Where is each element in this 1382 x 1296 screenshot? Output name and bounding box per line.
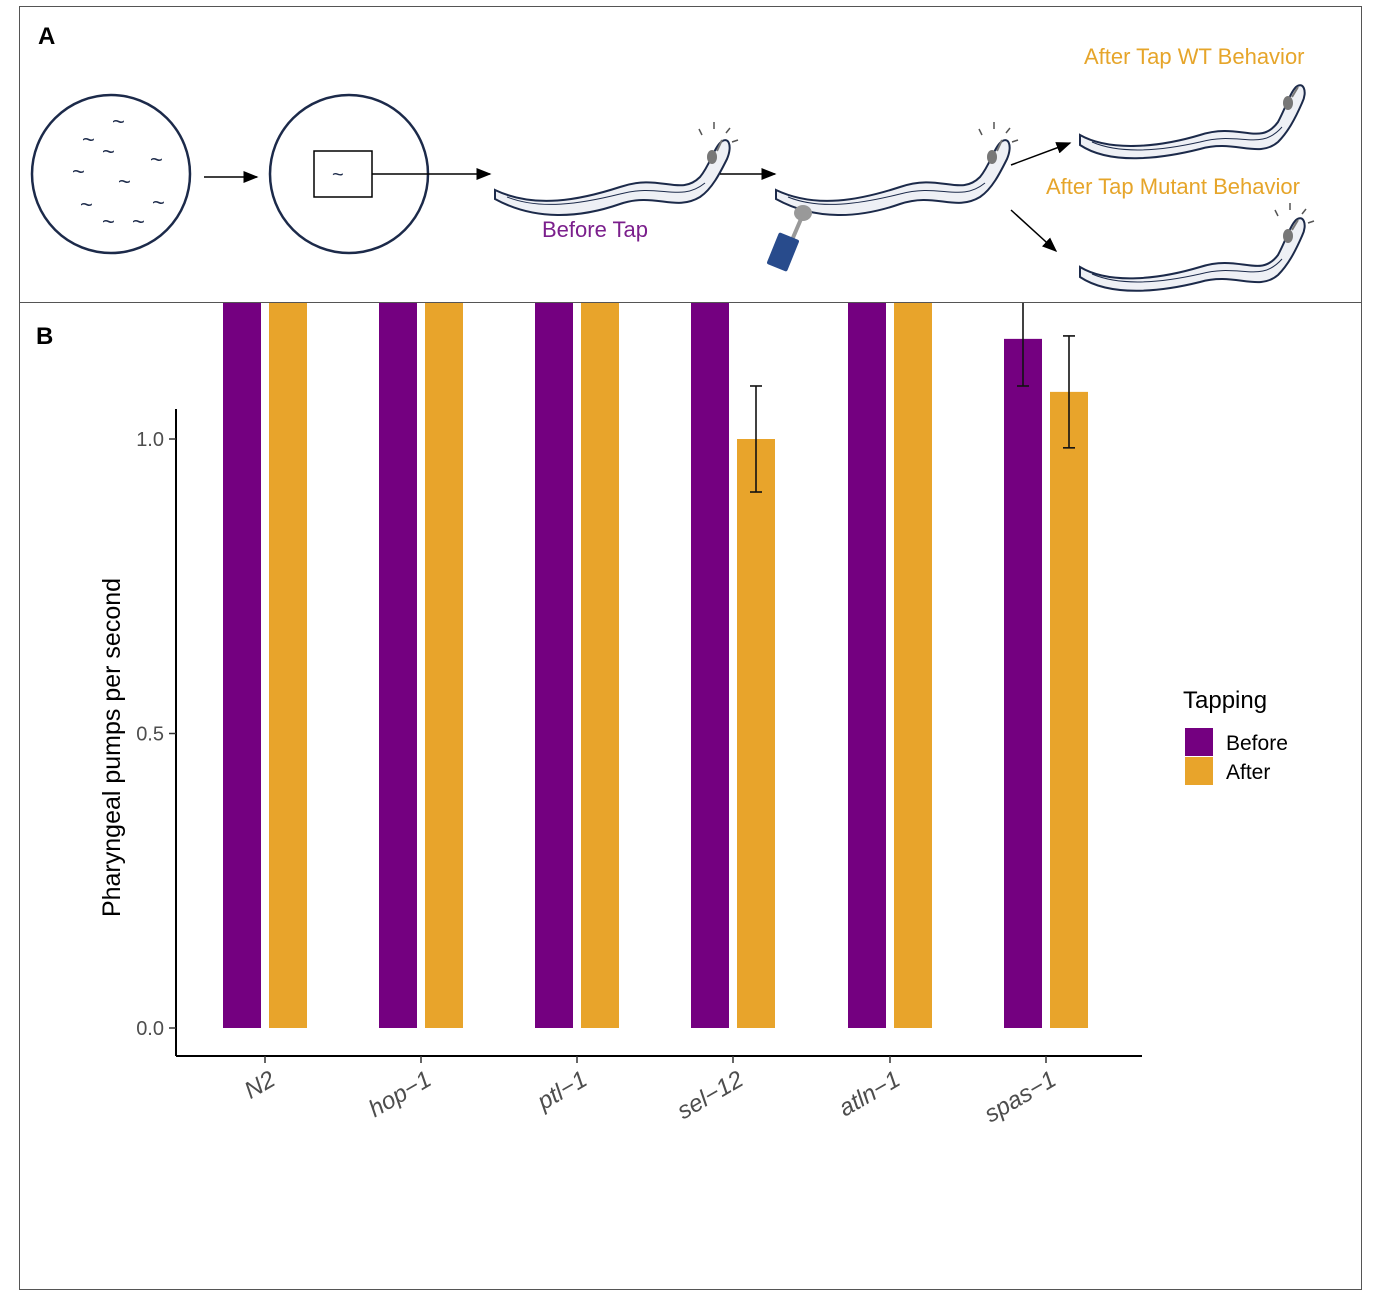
worm-glyph: ~	[102, 139, 115, 164]
arrow	[1010, 142, 1072, 166]
bar-after	[425, 303, 463, 1028]
bar-before	[379, 303, 417, 1028]
bar-after	[581, 303, 619, 1028]
worm-glyph: ~	[132, 209, 145, 234]
tapper-tool	[767, 205, 812, 272]
x-tick-label: sel−12	[673, 1066, 748, 1125]
panel-b-letter: B	[36, 323, 54, 350]
bar-before	[223, 303, 261, 1029]
worm-glyph: ~	[102, 209, 115, 234]
x-tick-label: atln−1	[834, 1066, 905, 1122]
legend-swatch-after	[1185, 757, 1213, 785]
worm-glyph: ~	[118, 169, 131, 194]
worm-glyph: ~	[80, 192, 93, 217]
legend-label-before: Before	[1226, 732, 1288, 755]
worm-glyph: ~	[72, 159, 85, 184]
tap-assay-schematic: ~ ~ ~ ~ ~ ~ ~ ~ ~ ~ ~ Before Tap	[30, 44, 1315, 292]
arrow	[1010, 209, 1058, 253]
bar-after	[1050, 391, 1088, 1028]
y-tick-label: 0.5	[136, 724, 164, 746]
y-axis-label: Pharyngeal pumps per second	[98, 578, 126, 917]
worm-before-tap	[494, 122, 739, 216]
x-tick-label: spas−1	[980, 1066, 1061, 1128]
bar-before	[1004, 338, 1042, 1028]
before-tap-label: Before Tap	[542, 217, 648, 242]
worm-after-tap-mutant	[1079, 203, 1315, 292]
legend-swatch-before	[1185, 728, 1213, 756]
worm-glyph: ~	[152, 190, 165, 215]
x-tick-label: ptl−1	[532, 1066, 592, 1116]
x-tick-label: hop−1	[364, 1066, 436, 1123]
y-tick-label: 0.0	[136, 1018, 164, 1040]
petri-dish-population	[30, 93, 192, 255]
x-tick-label: N2	[240, 1066, 280, 1105]
y-tick-label: 1.0	[136, 429, 164, 451]
bar-before	[535, 303, 573, 1029]
worm-after-tap-wt	[1079, 84, 1306, 160]
bar-before	[691, 303, 729, 1029]
worm-glyph: ~	[112, 109, 125, 134]
worm-glyphs: ~ ~ ~ ~ ~ ~ ~ ~ ~ ~	[72, 109, 165, 234]
worm-glyph: ~	[82, 127, 95, 152]
bar-after	[269, 303, 307, 1028]
legend-title: Tapping	[1183, 687, 1267, 714]
legend-label-after: After	[1226, 761, 1270, 784]
worm-glyph: ~	[150, 147, 163, 172]
bar-after	[894, 303, 932, 1028]
worm-glyph: ~	[332, 164, 344, 186]
after-tap-wt-label: After Tap WT Behavior	[1084, 44, 1305, 69]
after-tap-mutant-label: After Tap Mutant Behavior	[1046, 174, 1300, 199]
bar-after	[737, 439, 775, 1028]
worm-being-tapped	[775, 122, 1019, 216]
panel-a: A ~ ~ ~ ~ ~ ~ ~ ~ ~ ~ ~	[19, 6, 1362, 303]
panel-a-letter: A	[38, 23, 56, 50]
bar-before	[848, 303, 886, 1029]
